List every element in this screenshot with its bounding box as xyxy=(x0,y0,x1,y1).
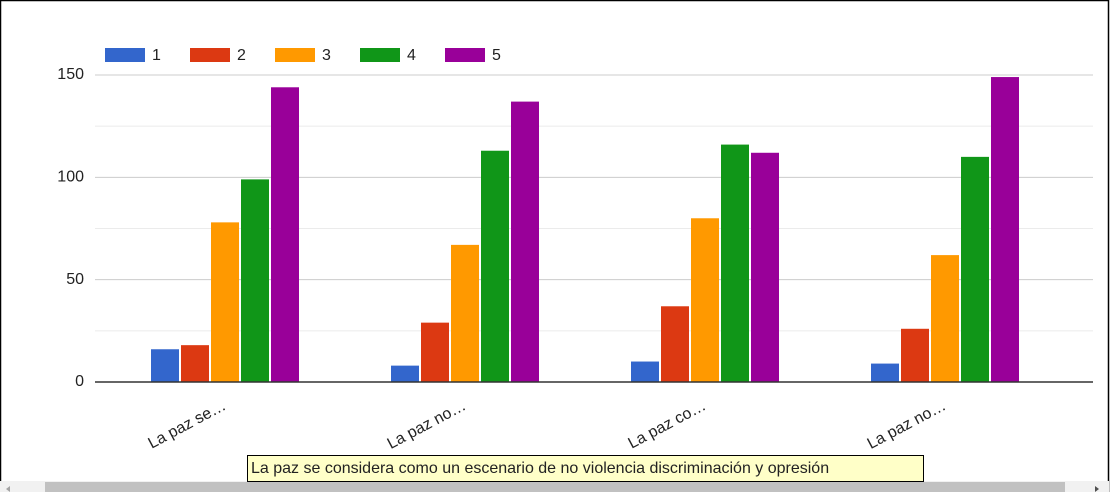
bar xyxy=(631,361,659,382)
bar xyxy=(481,150,509,382)
bar xyxy=(421,322,449,382)
legend-label: 4 xyxy=(407,47,416,64)
bar xyxy=(961,156,989,382)
bar xyxy=(391,365,419,382)
scroll-right[interactable] xyxy=(1095,486,1099,492)
legend-label: 5 xyxy=(492,47,501,64)
bar xyxy=(451,244,479,382)
y-tick-label: 100 xyxy=(57,169,84,186)
scroll-left[interactable] xyxy=(6,486,10,492)
bar xyxy=(871,363,899,382)
bar xyxy=(901,328,929,382)
legend-swatch xyxy=(275,48,315,62)
bar xyxy=(691,218,719,382)
y-tick-label: 0 xyxy=(75,373,84,390)
y-tick-label: 50 xyxy=(66,271,84,288)
bar xyxy=(751,152,779,382)
tooltip-box xyxy=(247,455,924,482)
legend-label: 1 xyxy=(152,47,161,64)
legend-swatch xyxy=(190,48,230,62)
y-tick-label: 150 xyxy=(57,66,84,83)
bar xyxy=(271,87,299,382)
legend-label: 3 xyxy=(322,47,331,64)
bar xyxy=(151,349,179,382)
bar xyxy=(511,101,539,383)
bar xyxy=(211,222,239,382)
tooltip-text: La paz se considera como un escenario de… xyxy=(251,460,829,477)
legend-label: 2 xyxy=(237,47,246,64)
scrollbar-thumb[interactable] xyxy=(45,482,1065,492)
legend-swatch xyxy=(445,48,485,62)
bar xyxy=(181,345,209,382)
legend-swatch xyxy=(360,48,400,62)
bar xyxy=(991,77,1019,383)
legend-swatch xyxy=(105,48,145,62)
bar xyxy=(721,144,749,382)
bar xyxy=(931,255,959,382)
bar xyxy=(661,306,689,382)
bar xyxy=(241,179,269,382)
